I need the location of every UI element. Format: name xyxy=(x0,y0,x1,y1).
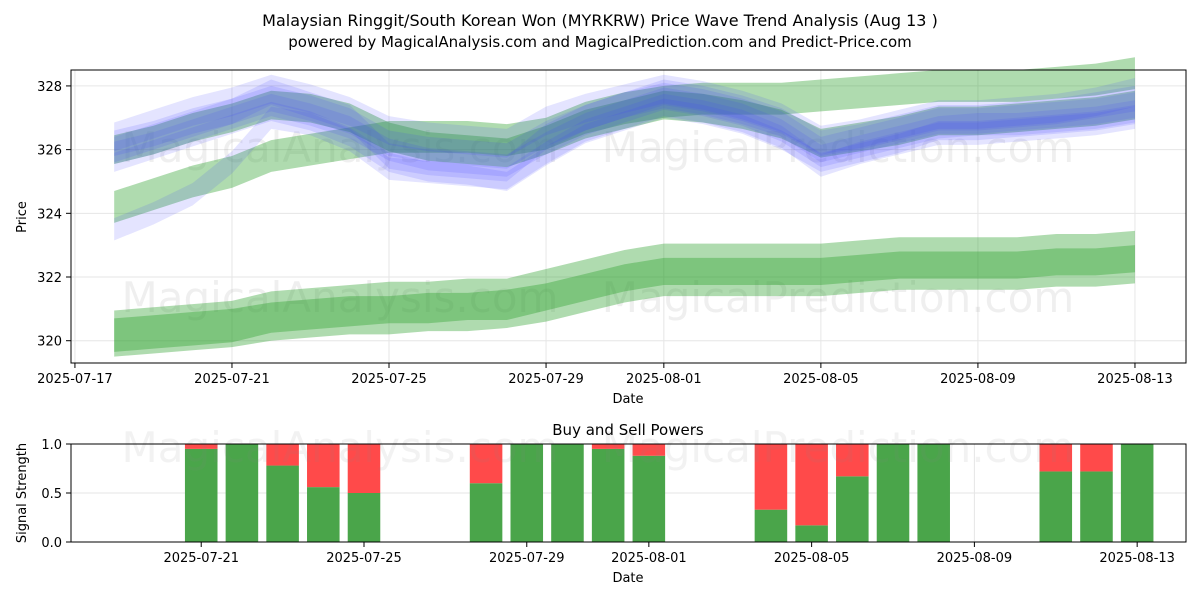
top-y-axis-label: Price xyxy=(15,201,30,233)
sell-bar xyxy=(266,444,299,466)
top-y-tick-label: 328 xyxy=(37,80,62,95)
top-x-tick-label: 2025-08-05 xyxy=(783,372,859,387)
bottom-y-axis-label: Signal Strength xyxy=(15,443,30,543)
top-axes-frame xyxy=(70,69,1187,364)
buy-bar xyxy=(917,444,950,542)
sell-bar xyxy=(591,444,625,449)
top-x-tick-label: 2025-08-09 xyxy=(940,372,1016,387)
top-grid xyxy=(71,70,1186,363)
wave-band-green-wave-lower-1 xyxy=(114,245,1135,357)
top-y-tick-label: 320 xyxy=(37,335,62,350)
buy-bar xyxy=(836,476,869,542)
wave-band-blue-wave-3 xyxy=(114,74,1135,158)
sell-bar xyxy=(754,444,788,510)
buy-bar xyxy=(1039,471,1073,542)
wave-band-blue-wave-4 xyxy=(114,93,1135,241)
wave-band-blue-wave-6 xyxy=(114,98,1135,192)
top-y-ticks: 320 322 324 326 328 xyxy=(37,80,71,350)
buy-bar xyxy=(876,444,910,542)
buy-sell-panel: Buy and Sell Powers MagicalAnalysis.com … xyxy=(15,421,1187,586)
buy-bar xyxy=(266,465,299,542)
bottom-x-ticks: 2025-07-21 2025-07-25 2025-07-29 2025-08-01… xyxy=(163,542,1175,566)
top-x-tick-label: 2025-07-25 xyxy=(351,372,427,387)
top-y-tick-label: 322 xyxy=(37,271,62,286)
watermark-prediction-top: MagicalPrediction.com xyxy=(602,123,1075,172)
bottom-x-tick-label: 2025-08-09 xyxy=(937,551,1013,566)
buy-bar xyxy=(307,487,340,542)
sell-bar xyxy=(795,444,828,526)
bottom-x-tick-label: 2025-08-05 xyxy=(774,551,850,566)
buy-bar xyxy=(591,448,625,542)
price-wave-panel: MagicalAnalysis.com MagicalPrediction.co… xyxy=(15,57,1187,407)
buy-bar xyxy=(347,493,381,542)
watermark-prediction-mid: MagicalPrediction.com xyxy=(602,273,1075,322)
buy-bar xyxy=(184,448,218,542)
chart-subtitle: powered by MagicalAnalysis.com and Magic… xyxy=(288,33,912,51)
wave-band-blue-wave-1 xyxy=(114,82,1135,169)
buy-bar xyxy=(754,509,788,542)
buy-bar xyxy=(225,444,259,542)
sell-bar xyxy=(307,444,340,488)
bottom-chart-title: Buy and Sell Powers xyxy=(552,421,704,439)
top-y-tick-label: 324 xyxy=(37,207,62,222)
sell-bar xyxy=(1039,444,1073,472)
wave-band-green-wave-upper-2 xyxy=(114,90,1135,168)
bottom-y-ticks: 0.0 0.5 1.0 xyxy=(41,438,71,551)
top-x-tick-label: 2025-08-13 xyxy=(1097,372,1173,387)
watermark-analysis-top: MagicalAnalysis.com xyxy=(122,123,559,172)
buy-bar xyxy=(469,483,503,542)
buy-bar xyxy=(795,525,828,542)
top-x-tick-label: 2025-07-21 xyxy=(194,372,270,387)
top-y-tick-label: 326 xyxy=(37,144,62,159)
top-x-tick-label: 2025-07-29 xyxy=(508,372,584,387)
bottom-x-tick-label: 2025-08-13 xyxy=(1099,551,1175,566)
wave-band-blue-wave-2 xyxy=(114,87,1135,177)
sell-bar xyxy=(1080,444,1113,472)
bottom-x-tick-label: 2025-07-25 xyxy=(326,551,402,566)
watermark-analysis-mid: MagicalAnalysis.com xyxy=(122,273,559,322)
bottom-x-tick-label: 2025-08-01 xyxy=(611,551,687,566)
sell-bar xyxy=(469,444,503,484)
wave-band-green-wave-upper-1 xyxy=(114,57,1135,223)
top-x-tick-label: 2025-07-17 xyxy=(37,372,113,387)
top-x-tick-label: 2025-08-01 xyxy=(626,372,702,387)
buy-bar xyxy=(551,444,584,542)
sell-bar xyxy=(184,444,218,449)
chart-title: Malaysian Ringgit/South Korean Won (MYRK… xyxy=(262,11,938,30)
watermark-prediction-bottom: MagicalPrediction.com xyxy=(602,423,1075,472)
watermark-analysis-bottom: MagicalAnalysis.com xyxy=(122,423,559,472)
buy-bar xyxy=(1120,444,1154,542)
buy-sell-bars xyxy=(184,444,1154,542)
top-x-axis-label: Date xyxy=(612,392,643,407)
bottom-y-tick-label: 0.5 xyxy=(41,487,62,502)
sell-bar xyxy=(836,444,869,477)
buy-bar xyxy=(632,455,666,542)
wave-band-blue-wave-5 xyxy=(114,79,1135,182)
bottom-y-tick-label: 1.0 xyxy=(41,438,62,453)
bottom-x-axis-label: Date xyxy=(612,571,643,586)
sell-bar xyxy=(347,444,381,493)
buy-bar xyxy=(1080,471,1113,542)
bottom-y-tick-label: 0.0 xyxy=(41,536,62,551)
buy-bar xyxy=(510,444,544,542)
wave-band-green-wave-lower-2 xyxy=(114,230,1135,352)
bottom-x-tick-label: 2025-07-29 xyxy=(489,551,565,566)
bottom-x-tick-label: 2025-07-21 xyxy=(163,551,239,566)
top-x-ticks: 2025-07-17 2025-07-21 2025-07-25 2025-07-29… xyxy=(37,363,1173,387)
wave-series-group xyxy=(114,57,1135,357)
sell-bar xyxy=(632,444,666,456)
